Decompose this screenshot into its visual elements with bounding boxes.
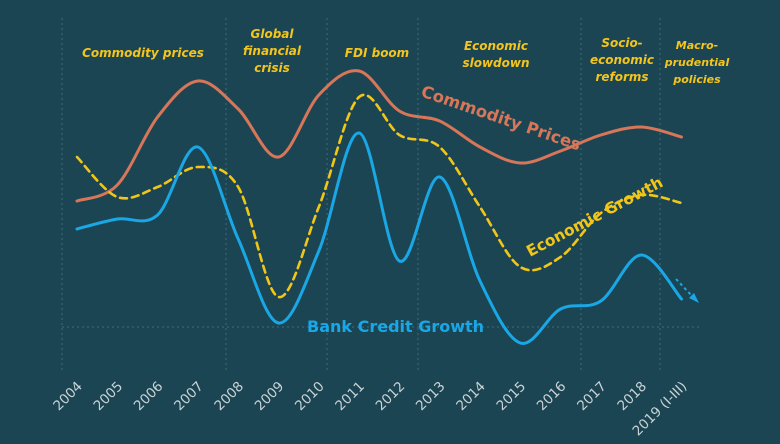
x-tick-label: 2011 [332, 379, 368, 415]
x-tick-label: 2005 [91, 379, 127, 415]
x-tick-label: 2015 [494, 379, 530, 415]
x-tick-label: 2018 [614, 379, 650, 415]
series-label-economic-growth: Economic Growth [523, 173, 666, 260]
x-tick-label: 2009 [252, 379, 288, 415]
series-line-bank-credit-growth [75, 131, 683, 345]
period-label: Macro-prudential policies [664, 39, 730, 86]
period-label: Commodity prices [82, 46, 204, 60]
period-grid [61, 18, 702, 372]
x-tick-label: 2007 [171, 379, 207, 415]
trend-arrow-line [675, 278, 693, 297]
period-label: Global financial crisis [243, 27, 302, 75]
x-tick-label: 2017 [574, 379, 610, 415]
trend-arrow [675, 278, 699, 303]
series-line-economic-growth [75, 93, 683, 299]
series-label-bank-credit-growth: Bank Credit Growth [307, 317, 484, 336]
x-tick-label: 2004 [50, 379, 86, 415]
series-line-commodity-prices [75, 69, 683, 203]
x-tick-label: 2014 [453, 379, 489, 415]
x-axis-ticks: 2004 2005 2006 2007 2008 2009 2010 2011 2012 2013… [50, 379, 690, 440]
trend-arrow-head [689, 293, 699, 303]
period-label: FDI boom [345, 46, 409, 60]
x-tick-label: 2013 [413, 379, 449, 415]
x-tick-label: 2016 [534, 379, 570, 415]
series-lines [75, 69, 683, 345]
x-tick-label: 2008 [211, 379, 247, 415]
x-tick-label: 2010 [292, 379, 328, 415]
period-label: Socio-economic reforms [590, 36, 654, 84]
series-label-commodity-prices: Commodity Prices [419, 82, 584, 155]
period-label: Economic slowdown [462, 39, 529, 70]
x-tick-label: 2012 [373, 379, 409, 415]
period-annotations: Commodity prices Global financial crisis FDI… [82, 27, 729, 86]
x-tick-label: 2006 [131, 379, 167, 415]
